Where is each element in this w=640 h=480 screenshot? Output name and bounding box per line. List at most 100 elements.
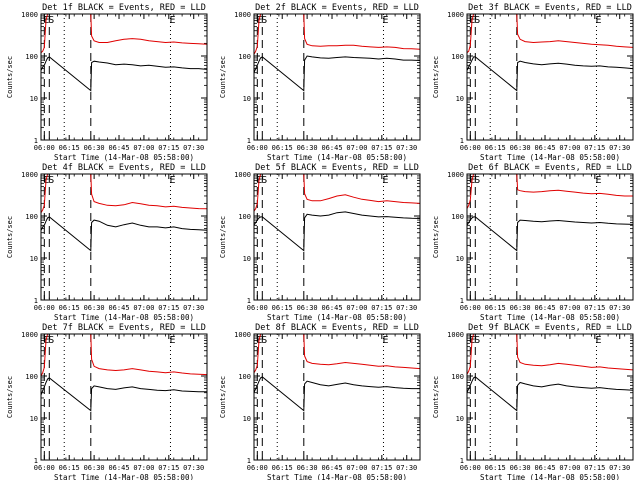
x-tick-label: 06:45: [108, 304, 129, 312]
x-tick-label: 06:45: [321, 464, 342, 472]
y-tick-label: 100: [451, 373, 464, 381]
x-tick-label: 06:45: [534, 304, 555, 312]
x-axis-label: Start Time (14-Mar-08 05:58:00): [267, 153, 407, 162]
x-axis-label: Start Time (14-Mar-08 05:58:00): [480, 313, 620, 322]
x-tick-label: 06:15: [485, 144, 506, 152]
x-tick-label: 07:30: [183, 144, 204, 152]
lld-series-line: [467, 174, 633, 209]
panel-det-3: Det 3f BLACK = Events, RED = LLD Counts/s…: [432, 3, 634, 162]
y-tick-label: 100: [238, 213, 251, 221]
y-tick-label: 1000: [21, 171, 38, 179]
panel-det-6: Det 6f BLACK = Events, RED = LLD Counts/s…: [432, 163, 634, 322]
x-tick-label: 06:00: [34, 144, 55, 152]
time-marker-label: S: [474, 175, 480, 186]
time-marker-label: E: [382, 175, 388, 186]
panel-det-7: Det 7f BLACK = Events, RED = LLD Counts/s…: [6, 323, 208, 480]
x-tick-label: 06:30: [297, 464, 318, 472]
lld-series-line: [467, 14, 633, 54]
events-series-line: [41, 216, 207, 252]
x-tick-label: 07:30: [609, 144, 630, 152]
lld-series-line: [254, 334, 420, 373]
y-tick-label: 1: [460, 297, 464, 305]
y-tick-label: 1: [247, 457, 251, 465]
panel-det-8: Det 8f BLACK = Events, RED = LLD Counts/s…: [219, 323, 421, 480]
time-marker-label: E: [595, 15, 601, 26]
time-marker-label: S: [474, 15, 480, 26]
plot-frame: [253, 13, 421, 141]
x-tick-label: 06:45: [321, 144, 342, 152]
time-marker-label: S: [261, 175, 267, 186]
y-axis-label: Counts/sec: [432, 56, 440, 98]
y-tick-label: 1000: [234, 11, 251, 19]
x-tick-label: 07:15: [158, 144, 179, 152]
time-marker-label: E: [382, 15, 388, 26]
x-tick-label: 06:00: [247, 144, 268, 152]
y-tick-label: 1000: [447, 171, 464, 179]
x-tick-label: 07:00: [133, 144, 154, 152]
x-tick-label: 07:15: [158, 464, 179, 472]
y-axis-label: Counts/sec: [6, 56, 14, 98]
x-tick-label: 07:30: [396, 464, 417, 472]
events-series-line: [41, 377, 207, 412]
y-tick-label: 10: [456, 415, 464, 423]
y-tick-label: 100: [451, 53, 464, 61]
events-series-line: [254, 376, 420, 412]
plot-frame: [40, 13, 208, 141]
x-tick-label: 06:00: [460, 464, 481, 472]
y-tick-label: 100: [25, 213, 38, 221]
events-series-line: [41, 56, 207, 92]
plot-frame: [40, 333, 208, 461]
y-tick-label: 10: [30, 95, 38, 103]
lld-series-line: [467, 334, 633, 375]
y-tick-label: 100: [238, 373, 251, 381]
x-tick-label: 07:15: [371, 464, 392, 472]
time-marker-label: S: [48, 15, 54, 26]
y-axis-label: Counts/sec: [219, 216, 227, 258]
x-tick-label: 06:00: [247, 304, 268, 312]
x-tick-label: 07:30: [183, 304, 204, 312]
panel-det-4: Det 4f BLACK = Events, RED = LLD Counts/s…: [6, 163, 208, 322]
x-tick-label: 06:00: [247, 464, 268, 472]
lld-series-line: [41, 174, 207, 213]
plot-frame: [466, 173, 634, 301]
y-tick-label: 1: [34, 297, 38, 305]
time-marker-label: E: [595, 175, 601, 186]
y-tick-label: 100: [25, 53, 38, 61]
time-marker-label: S: [48, 335, 54, 346]
panel-title: Det 5f BLACK = Events, RED = LLD: [255, 163, 419, 173]
plot-frame: [253, 173, 421, 301]
events-series-line: [254, 211, 420, 252]
y-axis-label: Counts/sec: [432, 376, 440, 418]
panel-det-9: Det 9f BLACK = Events, RED = LLD Counts/s…: [432, 323, 634, 480]
x-tick-label: 07:30: [396, 304, 417, 312]
events-series-line: [467, 216, 633, 252]
time-marker-label: S: [261, 335, 267, 346]
y-axis-label: Counts/sec: [6, 216, 14, 258]
x-tick-label: 06:00: [460, 144, 481, 152]
y-tick-label: 1: [460, 137, 464, 145]
y-tick-label: 10: [243, 95, 251, 103]
time-marker-label: E: [169, 15, 175, 26]
lld-series-line: [254, 14, 420, 55]
events-series-line: [467, 376, 633, 412]
x-tick-label: 06:15: [485, 464, 506, 472]
x-tick-label: 07:30: [609, 304, 630, 312]
x-tick-label: 06:30: [297, 304, 318, 312]
x-tick-label: 07:15: [584, 304, 605, 312]
panel-title: Det 7f BLACK = Events, RED = LLD: [42, 323, 206, 333]
x-tick-label: 07:30: [183, 464, 204, 472]
x-tick-label: 06:30: [84, 144, 105, 152]
x-tick-label: 07:00: [346, 464, 367, 472]
x-tick-label: 06:45: [108, 144, 129, 152]
panel-det-5: Det 5f BLACK = Events, RED = LLD Counts/s…: [219, 163, 421, 322]
y-tick-label: 10: [243, 415, 251, 423]
y-axis-label: Counts/sec: [219, 56, 227, 98]
panel-title: Det 2f BLACK = Events, RED = LLD: [255, 3, 419, 13]
x-tick-label: 07:00: [559, 144, 580, 152]
x-axis-label: Start Time (14-Mar-08 05:58:00): [267, 313, 407, 322]
panel-title: Det 9f BLACK = Events, RED = LLD: [468, 323, 632, 333]
x-tick-label: 07:00: [133, 304, 154, 312]
x-tick-label: 06:30: [84, 304, 105, 312]
plot-frame: [253, 333, 421, 461]
